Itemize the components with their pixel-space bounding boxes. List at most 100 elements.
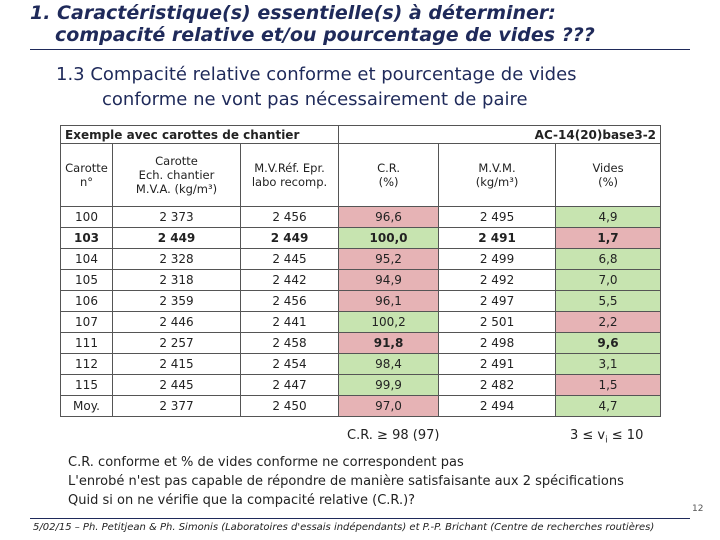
footer: 5/02/15 – Ph. Petitjean & Ph. Simonis (L… [33,522,655,533]
note: C.R. conforme et % de vides conforme ne … [68,455,464,470]
table-cell: 2 501 [438,311,557,333]
table-cell: 104 [60,248,113,270]
table-cell: 2 445 [112,374,241,396]
table-cell: 6,8 [555,248,662,270]
header-line: Carotte [65,161,108,175]
table-cell: 7,0 [555,269,662,291]
table-cell: 2 454 [239,353,340,375]
header-row: Carotte n° Carotte Ech. chantier M.V.A. (kg/… [60,143,662,207]
table-cell: 2 456 [239,290,340,312]
criterion-cr: C.R. ≥ 98 (97) [347,428,440,443]
table-cell: 95,2 [338,248,440,270]
column-header: Carotte n° [60,143,113,207]
column-header: Vides (%) [555,143,662,207]
table-row: 112 2 415 2 454 98,4 2 491 3,1 [60,353,662,375]
section-heading: 1.3 Compacité relative conforme et pourc… [56,62,696,112]
table-cell: 2 415 [112,353,241,375]
table-row: 115 2 445 2 447 99,9 2 482 1,5 [60,374,662,396]
table-cell: 91,8 [338,332,440,354]
note: L'enrobé n'est pas capable de répondre d… [68,474,624,489]
header-line: (%) [378,175,399,189]
table-cell: 3,1 [555,353,662,375]
criterion-part: ≤ 10 [607,428,644,443]
table-cell: 2 491 [438,353,557,375]
table-cell: 115 [60,374,113,396]
header-line: Carotte [155,154,198,168]
table-cell: 112 [60,353,113,375]
section-line: 1.3 Compacité relative conforme et pourc… [56,64,577,85]
table-cell: 100,2 [338,311,440,333]
table-cell: 2 441 [239,311,340,333]
table-cell: 1,5 [555,374,662,396]
table-cell: 96,1 [338,290,440,312]
column-header: M.V.M. (kg/m³) [438,143,557,207]
table-cell: 2 458 [239,332,340,354]
page-number: 12 [692,504,704,514]
table-cell: 94,9 [338,269,440,291]
table-row: 111 2 257 2 458 91,8 2 498 9,6 [60,332,662,354]
criterion-vides: 3 ≤ vi ≤ 10 [570,428,643,446]
caption-right: AC-14(20)base3-2 [338,125,662,144]
table-cell: 100,0 [338,227,440,249]
table-cell: 106 [60,290,113,312]
header-line: M.V.Réf. Epr. [254,161,325,175]
table-row: 100 2 373 2 456 96,6 2 495 4,9 [60,206,662,228]
table-row: 106 2 359 2 456 96,1 2 497 5,5 [60,290,662,312]
title-rule [30,49,690,50]
table-cell: 2 499 [438,248,557,270]
table-cell: 2 450 [239,395,340,417]
table-cell: 96,6 [338,206,440,228]
table-cell: 2 447 [239,374,340,396]
caption-left: Exemple avec carottes de chantier [59,125,340,144]
column-header: Carotte Ech. chantier M.V.A. (kg/m³) [112,143,241,207]
criterion-part: 3 ≤ v [570,428,606,443]
table-cell: 2 328 [112,248,241,270]
table-cell: 5,5 [555,290,662,312]
table-cell: 2 497 [438,290,557,312]
header-line: M.V.M. [478,161,516,175]
table-cell: 2 456 [239,206,340,228]
table-cell: 2 446 [112,311,241,333]
header-line: M.V.A. (kg/m³) [135,182,218,196]
header-line: (kg/m³) [475,175,519,189]
notes: C.R. conforme et % de vides conforme ne … [68,453,708,510]
table-cell: 99,9 [338,374,440,396]
table-cell: 100 [60,206,113,228]
table-cell: 2 257 [112,332,241,354]
table-cell: 98,4 [338,353,440,375]
table-cell: 2 492 [438,269,557,291]
header-line: (%) [598,175,618,189]
title-line: compacité relative et/ou pourcentage de … [55,24,595,46]
table-row: 104 2 328 2 445 95,2 2 499 6,8 [60,248,662,270]
table-cell: 2 373 [112,206,241,228]
table-cell: 2 449 [239,227,340,249]
table-cell: 2 318 [112,269,241,291]
table-cell: 2,2 [555,311,662,333]
header-line: n° [79,175,94,189]
header-line: C.R. [377,161,400,175]
header-line: labo recomp. [251,175,328,189]
table-cell: 2 495 [438,206,557,228]
table-row: Moy. 2 377 2 450 97,0 2 494 4,7 [60,395,662,417]
header-line: Ech. chantier [138,168,215,182]
table-cell: 2 442 [239,269,340,291]
table-cell: 2 445 [239,248,340,270]
footer-rule [30,518,690,519]
table-cell: 4,9 [555,206,662,228]
table-row: 105 2 318 2 442 94,9 2 492 7,0 [60,269,662,291]
table-cell: 105 [60,269,113,291]
table-cell: 97,0 [338,395,440,417]
table-row: 103 2 449 2 449 100,0 2 491 1,7 [60,227,662,249]
table-cell: 2 498 [438,332,557,354]
table-cell: 9,6 [555,332,662,354]
column-header: M.V.Réf. Epr. labo recomp. [239,143,340,207]
criterion-sub: i [605,435,608,446]
table-cell: 2 449 [112,227,241,249]
title: 1. Caractéristique(s) essentielle(s) à d… [30,2,690,46]
section-line: conforme ne vont pas nécessairement de p… [102,89,528,110]
header-line: Vides [592,161,624,175]
table-row: 107 2 446 2 441 100,2 2 501 2,2 [60,311,662,333]
table-cell: 1,7 [555,227,662,249]
table-cell: 111 [60,332,113,354]
